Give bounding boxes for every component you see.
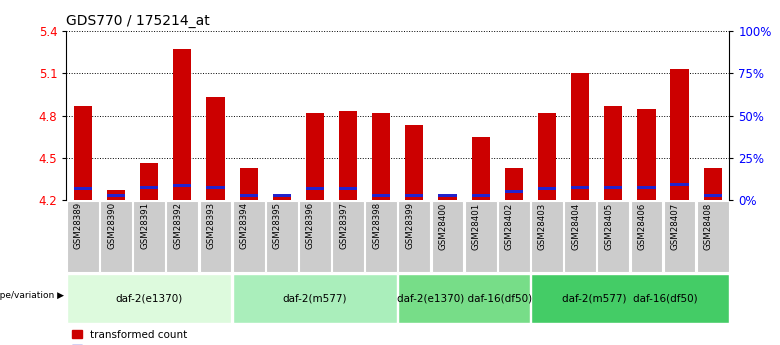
Bar	[306, 113, 324, 200]
Text: GSM28392: GSM28392	[173, 202, 183, 249]
FancyBboxPatch shape	[332, 201, 364, 272]
Bar	[239, 168, 257, 200]
Bar	[107, 194, 125, 197]
Text: GSM28395: GSM28395	[273, 202, 282, 249]
Bar	[604, 106, 622, 200]
Text: genotype/variation ▶: genotype/variation ▶	[0, 291, 64, 300]
Text: GSM28390: GSM28390	[107, 202, 116, 249]
Bar	[74, 187, 92, 190]
Text: daf-2(e1370) daf-16(df50): daf-2(e1370) daf-16(df50)	[396, 294, 532, 303]
FancyBboxPatch shape	[498, 201, 530, 272]
Bar	[306, 187, 324, 190]
Text: GDS770 / 175214_at: GDS770 / 175214_at	[66, 14, 210, 28]
Bar	[372, 113, 390, 200]
Text: GSM28396: GSM28396	[306, 202, 315, 249]
Bar	[671, 183, 689, 186]
Bar	[173, 49, 191, 200]
Bar	[505, 190, 523, 193]
Text: GSM28406: GSM28406	[637, 202, 647, 249]
Text: GSM28402: GSM28402	[505, 202, 514, 249]
Bar	[239, 194, 257, 197]
Text: GSM28403: GSM28403	[538, 202, 547, 249]
Bar	[571, 186, 589, 189]
Bar	[704, 194, 722, 197]
Bar	[339, 111, 357, 200]
FancyBboxPatch shape	[399, 201, 431, 272]
Bar	[604, 186, 622, 189]
Bar	[438, 197, 456, 200]
FancyBboxPatch shape	[232, 274, 397, 323]
Text: GSM28398: GSM28398	[372, 202, 381, 249]
Text: GSM28397: GSM28397	[339, 202, 348, 249]
Text: GSM28394: GSM28394	[239, 202, 249, 249]
Text: GSM28389: GSM28389	[74, 202, 83, 249]
FancyBboxPatch shape	[232, 201, 264, 272]
Text: GSM28393: GSM28393	[207, 202, 215, 249]
Bar	[472, 194, 490, 197]
Text: GSM28400: GSM28400	[438, 202, 448, 249]
FancyBboxPatch shape	[531, 274, 729, 323]
Bar	[107, 190, 125, 200]
FancyBboxPatch shape	[564, 201, 596, 272]
Bar	[637, 186, 655, 189]
Bar	[472, 137, 490, 200]
Text: daf-2(m577): daf-2(m577)	[282, 294, 347, 303]
Text: GSM28401: GSM28401	[472, 202, 480, 249]
Legend: transformed count, percentile rank within the sample: transformed count, percentile rank withi…	[72, 329, 266, 345]
FancyBboxPatch shape	[365, 201, 397, 272]
Text: GSM28405: GSM28405	[604, 202, 613, 249]
Bar	[671, 69, 689, 200]
FancyBboxPatch shape	[133, 201, 165, 272]
Text: GSM28391: GSM28391	[140, 202, 149, 249]
Bar	[339, 187, 357, 190]
Bar	[140, 186, 158, 189]
FancyBboxPatch shape	[166, 201, 198, 272]
Text: GSM28404: GSM28404	[571, 202, 580, 249]
Bar	[538, 187, 556, 190]
Text: daf-2(m577)  daf-16(df50): daf-2(m577) daf-16(df50)	[562, 294, 697, 303]
FancyBboxPatch shape	[664, 201, 696, 272]
Text: daf-2(e1370): daf-2(e1370)	[115, 294, 183, 303]
Text: GSM28399: GSM28399	[406, 202, 414, 249]
Bar	[140, 164, 158, 200]
Bar	[406, 126, 424, 200]
FancyBboxPatch shape	[465, 201, 497, 272]
FancyBboxPatch shape	[697, 201, 729, 272]
FancyBboxPatch shape	[431, 201, 463, 272]
FancyBboxPatch shape	[531, 201, 563, 272]
FancyBboxPatch shape	[597, 201, 629, 272]
Bar	[273, 197, 291, 200]
Bar	[505, 168, 523, 200]
FancyBboxPatch shape	[299, 201, 331, 272]
FancyBboxPatch shape	[200, 201, 232, 272]
Bar	[704, 168, 722, 200]
FancyBboxPatch shape	[630, 201, 662, 272]
Bar	[438, 194, 456, 197]
Bar	[406, 194, 424, 197]
Bar	[571, 73, 589, 200]
FancyBboxPatch shape	[399, 274, 530, 323]
FancyBboxPatch shape	[266, 201, 298, 272]
Text: GSM28408: GSM28408	[704, 202, 713, 249]
Bar	[207, 97, 225, 200]
Bar	[74, 106, 92, 200]
Bar	[273, 194, 291, 197]
Text: GSM28407: GSM28407	[671, 202, 679, 249]
Bar	[372, 194, 390, 197]
Bar	[207, 186, 225, 189]
Bar	[637, 109, 655, 200]
FancyBboxPatch shape	[67, 201, 99, 272]
FancyBboxPatch shape	[67, 274, 232, 323]
Bar	[173, 184, 191, 187]
Bar	[538, 113, 556, 200]
FancyBboxPatch shape	[100, 201, 132, 272]
